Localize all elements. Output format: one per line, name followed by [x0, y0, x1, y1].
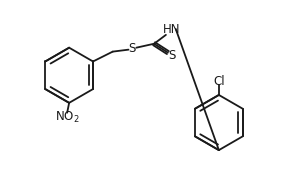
- Text: S: S: [168, 49, 176, 62]
- Text: S: S: [129, 42, 136, 55]
- Text: Cl: Cl: [213, 75, 225, 88]
- Text: HN: HN: [163, 23, 181, 36]
- Text: NO$_2$: NO$_2$: [55, 110, 79, 125]
